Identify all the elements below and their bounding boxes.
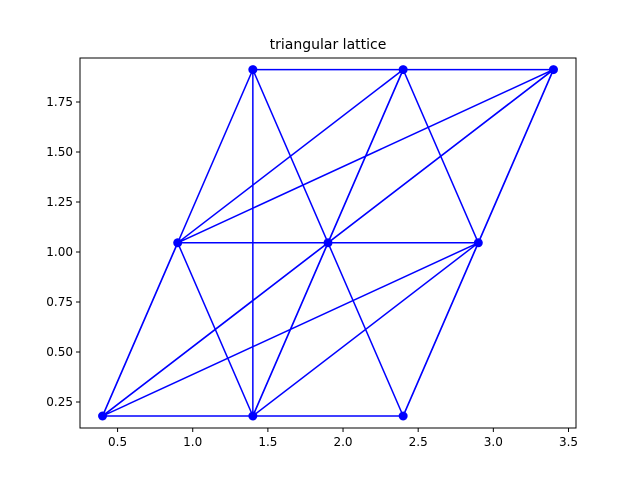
lattice-point [398, 411, 408, 421]
x-tick-label: 0.5 [108, 435, 127, 449]
x-axis: 0.5 1.0 1.5 2.0 2.5 3.0 3.5 [108, 428, 578, 449]
lattice-point [473, 238, 483, 248]
y-tick-label: 1.75 [46, 95, 73, 109]
x-tick-label: 3.5 [559, 435, 578, 449]
lattice-point [323, 238, 333, 248]
x-tick-label: 3.0 [484, 435, 503, 449]
lattice-edge [176, 68, 404, 244]
lattice-point [248, 65, 258, 75]
x-tick-label: 1.0 [183, 435, 202, 449]
y-tick-label: 0.25 [46, 395, 73, 409]
y-tick-label: 0.75 [46, 295, 73, 309]
lattice-edge [101, 242, 179, 417]
lattice-edge [252, 242, 480, 417]
chart-title: triangular lattice [270, 37, 387, 53]
lattice-point [173, 238, 183, 248]
y-tick-label: 0.50 [46, 345, 73, 359]
lattice-point [98, 411, 108, 421]
y-axis: 0.25 0.50 0.75 1.00 1.25 1.50 1.75 [46, 95, 80, 409]
lattice-point [398, 65, 408, 75]
lattice-point [248, 411, 258, 421]
lattice-edge [176, 68, 254, 244]
y-tick-label: 1.25 [46, 195, 73, 209]
x-tick-label: 1.5 [258, 435, 277, 449]
axes-frame [79, 57, 577, 429]
lattice-points [98, 65, 558, 421]
y-tick-label: 1.50 [46, 145, 73, 159]
x-tick-label: 2.5 [409, 435, 428, 449]
lattice-point [548, 65, 558, 75]
x-tick-label: 2.0 [333, 435, 352, 449]
y-tick-label: 1.00 [46, 245, 73, 259]
